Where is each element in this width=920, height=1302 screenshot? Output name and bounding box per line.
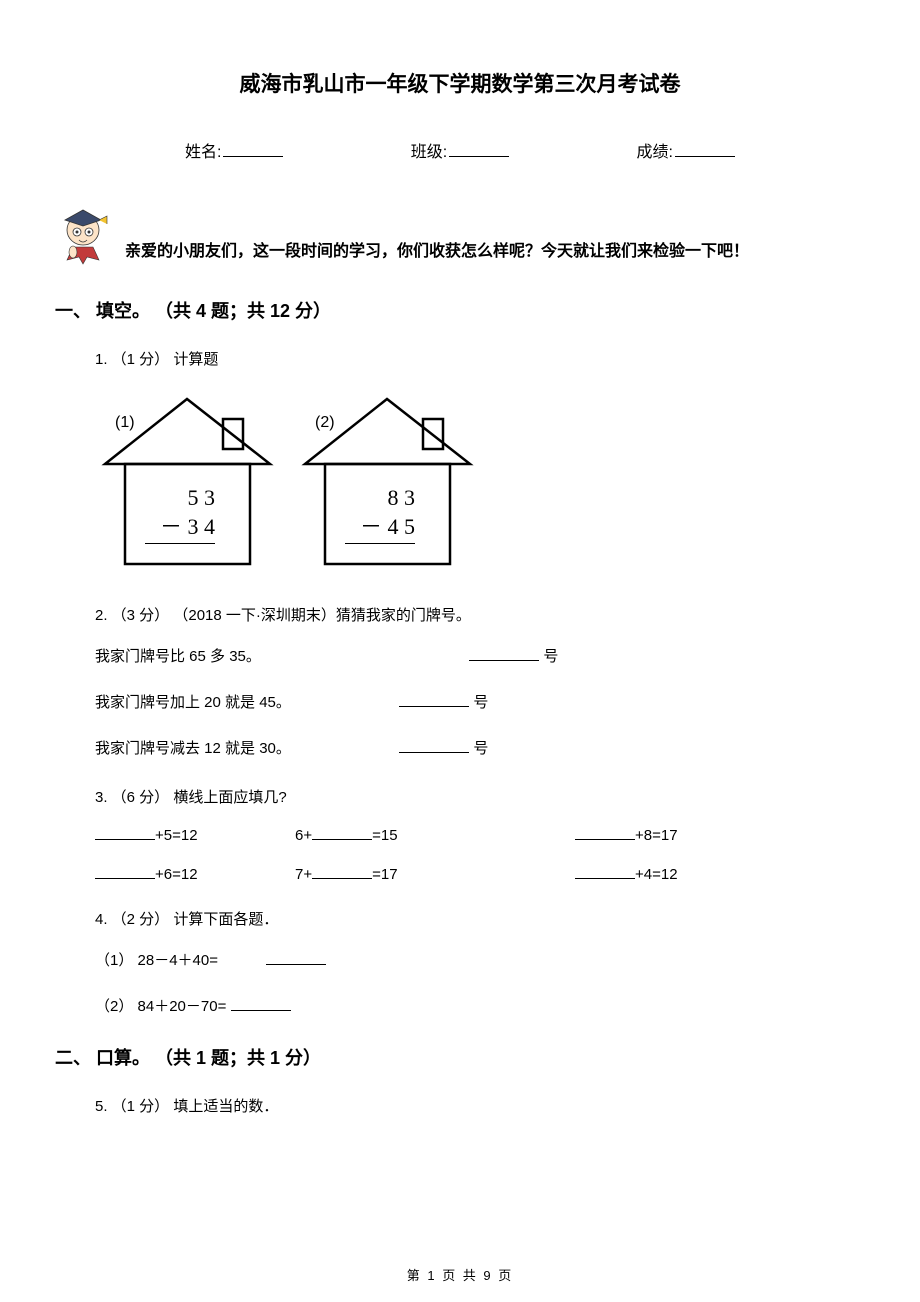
house1-math: 5 3 － 3 4 bbox=[150, 484, 215, 544]
page-footer: 第 1 页 共 9 页 bbox=[0, 1265, 920, 1284]
q1-header: 1. （1 分） 计算题 bbox=[95, 348, 865, 369]
section2-header: 二、 口算。 （共 1 题；共 1 分） bbox=[55, 1044, 865, 1070]
q2-suffix2: 号 bbox=[473, 694, 488, 711]
q3-r2-a: +6=12 bbox=[155, 866, 198, 883]
q3-r2-b-post: =17 bbox=[372, 866, 397, 883]
score-label: 成绩: bbox=[637, 138, 673, 162]
q4-header: 4. （2 分） 计算下面各题． bbox=[95, 908, 865, 929]
q3-row1: +5=12 6+ =15 +8=17 bbox=[95, 827, 865, 844]
exam-title: 威海市乳山市一年级下学期数学第三次月考试卷 bbox=[55, 68, 865, 98]
house1-bar bbox=[145, 543, 215, 544]
mascot-icon bbox=[55, 202, 115, 267]
class-field: 班级: bbox=[411, 138, 509, 162]
q4-line1: （1） 28－4＋40= bbox=[95, 949, 865, 973]
q3-header: 3. （6 分） 横线上面应填几? bbox=[95, 786, 865, 807]
score-field: 成绩: bbox=[637, 138, 735, 162]
q4-line2-text: （2） 84＋20－70= bbox=[95, 998, 226, 1015]
greeting-text: 亲爱的小朋友们，这一段时间的学习，你们收获怎么样呢？今天就让我们来检验一下吧！ bbox=[125, 239, 749, 267]
q2-line1-text: 我家门牌号比 65 多 35。 bbox=[95, 648, 261, 665]
houses-diagram: (1) 5 3 － 3 4 (2) 8 3 － 4 5 bbox=[95, 389, 865, 579]
q2-line2: 我家门牌号加上 20 就是 45。 号 bbox=[95, 691, 865, 715]
q4-blank2[interactable] bbox=[231, 1010, 291, 1011]
q3-r1-c: +8=17 bbox=[635, 827, 678, 844]
house2-bottom: － 4 5 bbox=[350, 513, 415, 542]
house2-bar bbox=[345, 543, 415, 544]
q3-r2-c: +4=12 bbox=[635, 866, 678, 883]
q2-suffix1: 号 bbox=[543, 648, 558, 665]
q2-line1: 我家门牌号比 65 多 35。 号 bbox=[95, 645, 865, 669]
q2-line3-text: 我家门牌号减去 12 就是 30。 bbox=[95, 740, 291, 757]
name-field: 姓名: bbox=[185, 138, 283, 162]
question-3: 3. （6 分） 横线上面应填几? +5=12 6+ =15 +8=17 +6=… bbox=[55, 786, 865, 883]
q2-blank2[interactable] bbox=[399, 706, 469, 707]
class-blank[interactable] bbox=[449, 156, 509, 157]
q3-r1-a: +5=12 bbox=[155, 827, 198, 844]
house1-top: 5 3 bbox=[150, 484, 215, 513]
q3-r2-blank3[interactable] bbox=[575, 878, 635, 879]
section1-header: 一、 填空。 （共 4 题；共 12 分） bbox=[55, 297, 865, 323]
house2-top: 8 3 bbox=[350, 484, 415, 513]
name-label: 姓名: bbox=[185, 138, 221, 162]
q3-r1-b-pre: 6+ bbox=[295, 827, 312, 844]
q2-blank3[interactable] bbox=[399, 752, 469, 753]
q5-header: 5. （1 分） 填上适当的数． bbox=[95, 1095, 865, 1116]
q3-r1-blank2[interactable] bbox=[312, 839, 372, 840]
q2-suffix3: 号 bbox=[473, 740, 488, 757]
q3-r2-blank1[interactable] bbox=[95, 878, 155, 879]
q3-r1-b-post: =15 bbox=[372, 827, 397, 844]
q2-blank1[interactable] bbox=[469, 660, 539, 661]
house1-bottom: － 3 4 bbox=[150, 513, 215, 542]
q3-row2: +6=12 7+ =17 +4=12 bbox=[95, 866, 865, 883]
question-2: 2. （3 分） （2018 一下·深圳期末）猜猜我家的门牌号。 我家门牌号比 … bbox=[55, 604, 865, 761]
house-1: (1) 5 3 － 3 4 bbox=[95, 389, 280, 579]
q3-r1-blank1[interactable] bbox=[95, 839, 155, 840]
q3-r2-b-pre: 7+ bbox=[295, 866, 312, 883]
info-row: 姓名: 班级: 成绩: bbox=[55, 138, 865, 162]
name-blank[interactable] bbox=[223, 156, 283, 157]
q2-line3: 我家门牌号减去 12 就是 30。 号 bbox=[95, 737, 865, 761]
question-5: 5. （1 分） 填上适当的数． bbox=[55, 1095, 865, 1116]
q4-line2: （2） 84＋20－70= bbox=[95, 995, 865, 1019]
q3-r2-blank2[interactable] bbox=[312, 878, 372, 879]
greeting-row: 亲爱的小朋友们，这一段时间的学习，你们收获怎么样呢？今天就让我们来检验一下吧！ bbox=[55, 202, 865, 267]
house2-math: 8 3 － 4 5 bbox=[350, 484, 415, 544]
house2-label: (2) bbox=[315, 414, 335, 432]
score-blank[interactable] bbox=[675, 156, 735, 157]
q2-line2-text: 我家门牌号加上 20 就是 45。 bbox=[95, 694, 291, 711]
q3-r1-blank3[interactable] bbox=[575, 839, 635, 840]
house-2: (2) 8 3 － 4 5 bbox=[295, 389, 480, 579]
house1-label: (1) bbox=[115, 414, 135, 432]
question-4: 4. （2 分） 计算下面各题． （1） 28－4＋40= （2） 84＋20－… bbox=[55, 908, 865, 1019]
question-1: 1. （1 分） 计算题 (1) 5 3 － 3 4 (2) bbox=[55, 348, 865, 579]
q4-line1-text: （1） 28－4＋40= bbox=[95, 952, 218, 969]
q4-blank1[interactable] bbox=[266, 964, 326, 965]
q2-header: 2. （3 分） （2018 一下·深圳期末）猜猜我家的门牌号。 bbox=[95, 604, 865, 625]
class-label: 班级: bbox=[411, 138, 447, 162]
